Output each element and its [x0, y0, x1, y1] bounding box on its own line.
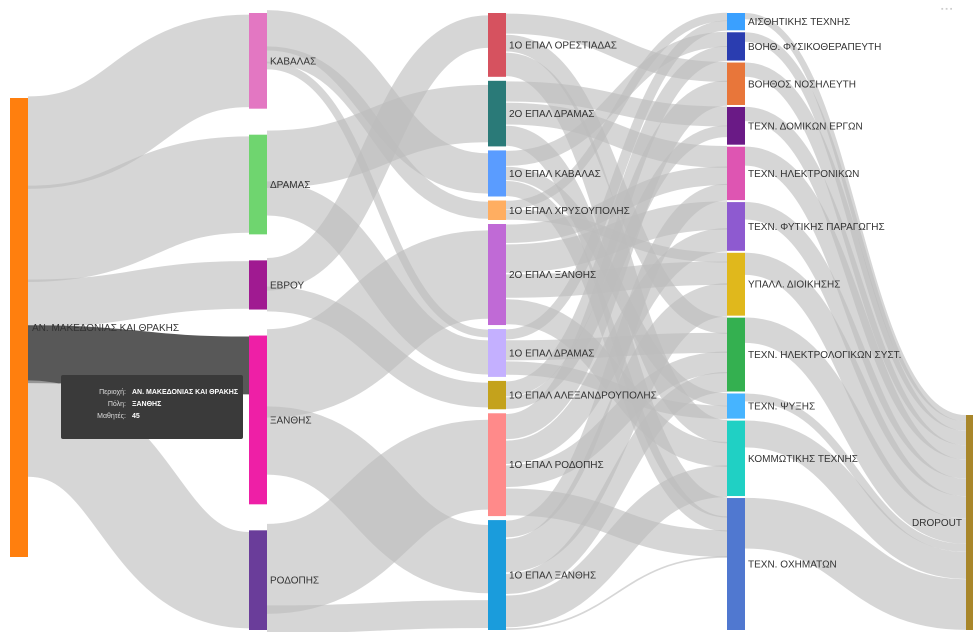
tooltip-value: ΞΑΝΘΗΣ — [132, 401, 162, 408]
sankey-node-label-t10: ΚΟΜΜΩΤΙΚΗΣ ΤΕΧΝΗΣ — [748, 454, 858, 465]
tooltip-key: Περιοχή: — [99, 389, 126, 396]
sankey-node-s6[interactable] — [488, 329, 506, 377]
sankey-node-s4[interactable] — [488, 200, 506, 221]
tooltip-key: Μαθητές: — [97, 413, 126, 420]
sankey-node-kav[interactable] — [249, 13, 267, 109]
sankey-node-label-t2: ΒΟΗΘ. ΦΥΣΙΚΟΘΕΡΑΠΕΥΤΗ — [748, 42, 881, 53]
sankey-node-label-s2: 2ο ΕΠΑΛ ΔΡΑΜΑΣ — [509, 109, 595, 120]
sankey-node-label-t9: ΤΕΧΝ. ΨΥΞΗΣ — [748, 402, 815, 413]
sankey-link-t11-drop[interactable] — [744, 497, 967, 630]
sankey-link-xan-s5[interactable] — [265, 230, 490, 418]
sankey-node-s3[interactable] — [488, 150, 506, 197]
sankey-link-rod-s8[interactable] — [265, 419, 490, 614]
sankey-node-label-kav: ΚΑΒΑΛΑΣ — [270, 56, 316, 67]
tooltip-row-students: Μαθητές: 45 — [61, 413, 243, 423]
sankey-node-t3[interactable] — [727, 62, 745, 105]
sankey-node-label-xan: ΞΑΝΘΗΣ — [270, 415, 312, 426]
sankey-link-s6-t1[interactable] — [505, 20, 728, 340]
sankey-link-s9-t8[interactable] — [505, 372, 728, 594]
sankey-node-label-s6: 1ο ΕΠΑΛ ΔΡΑΜΑΣ — [509, 348, 595, 359]
sankey-node-t7[interactable] — [727, 252, 745, 316]
sankey-link-t4-drop[interactable] — [744, 106, 967, 460]
tooltip-value: 45 — [132, 413, 140, 420]
sankey-node-label-evr: ΕΒΡΟΥ — [270, 280, 304, 291]
sankey-link-t5-drop[interactable] — [744, 146, 967, 479]
sankey-link-src-evr[interactable] — [27, 261, 250, 328]
sankey-link-src-kav[interactable] — [26, 14, 251, 189]
sankey-node-t2[interactable] — [727, 32, 745, 61]
sankey-link-s9-t11[interactable] — [505, 556, 728, 630]
sankey-node-label-s3: 1ο ΕΠΑΛ ΚΑΒΑΛΑΣ — [509, 169, 601, 180]
sankey-node-s8[interactable] — [488, 413, 506, 517]
tooltip-value: ΑΝ. ΜΑΚΕΔΟΝΙΑΣ ΚΑΙ ΘΡΑΚΗΣ — [132, 389, 239, 396]
sankey-node-label-s4: 1ο ΕΠΑΛ ΧΡΥΣΟΥΠΟΛΗΣ — [509, 206, 630, 217]
sankey-node-t6[interactable] — [727, 202, 745, 251]
sankey-node-label-dra: ΔΡΑΜΑΣ — [270, 180, 310, 191]
sankey-link-t7-drop[interactable] — [744, 252, 967, 519]
sankey-link-src-xan[interactable] — [27, 325, 250, 395]
tooltip-key: Πόλη: — [107, 401, 126, 408]
sankey-link-src-dra[interactable] — [27, 136, 250, 283]
sankey-node-label-s1: 1ο ΕΠΑΛ ΟΡΕΣΤΙΑΔΑΣ — [509, 40, 617, 51]
sankey-link-src-rod[interactable] — [24, 380, 253, 629]
sankey-node-s9[interactable] — [488, 520, 506, 630]
sankey-node-evr[interactable] — [249, 260, 267, 310]
sankey-link-s9-t10[interactable] — [505, 465, 728, 628]
sankey-node-label-rod: ΡΟΔΟΠΗΣ — [270, 576, 319, 587]
sankey-link-s9-t7[interactable] — [504, 283, 729, 573]
sankey-node-t10[interactable] — [727, 420, 745, 497]
sankey-node-t1[interactable] — [727, 13, 745, 31]
sankey-link-s4-t1[interactable] — [505, 12, 728, 210]
sankey-link-evr-s1[interactable] — [265, 15, 490, 291]
sankey-node-s5[interactable] — [488, 224, 506, 326]
sankey-node-label-s8: 1ο ΕΠΑΛ ΡΟΔΟΠΗΣ — [509, 460, 604, 471]
sankey-node-dra[interactable] — [249, 134, 267, 235]
sankey-link-t3-drop[interactable] — [744, 62, 967, 446]
sankey-link-t8-drop[interactable] — [744, 317, 967, 544]
corner-watermark-icon: ▪ ▪ ▪ — [941, 6, 953, 13]
sankey-node-label-src: ΑΝ. ΜΑΚΕΔΟΝΙΑΣ ΚΑΙ ΘΡΑΚΗΣ — [32, 323, 179, 334]
sankey-node-src[interactable] — [10, 98, 28, 557]
sankey-node-label-s7: 1ο ΕΠΑΛ ΑΛΕΞΑΝΔΡΟΥΠΟΛΗΣ — [509, 391, 657, 402]
sankey-node-label-t1: ΑΙΣΘΗΤΙΚΗΣ ΤΕΧΝΗΣ — [748, 17, 850, 28]
sankey-link-kav-s3[interactable] — [265, 10, 490, 194]
sankey-node-t4[interactable] — [727, 106, 745, 145]
sankey-node-s7[interactable] — [488, 380, 506, 410]
sankey-node-t11[interactable] — [727, 498, 745, 630]
sankey-node-t5[interactable] — [727, 146, 745, 201]
sankey-link-s8-t3[interactable] — [504, 80, 729, 440]
sankey-link-rod-s9[interactable] — [266, 600, 489, 634]
sankey-labels: ΑΝ. ΜΑΚΕΔΟΝΙΑΣ ΚΑΙ ΘΡΑΚΗΣ ΚΑΒΑΛΑΣ ΔΡΑΜΑΣ ΕΒ… — [32, 17, 962, 587]
sankey-node-s1[interactable] — [488, 13, 506, 77]
sankey-link-t6-drop[interactable] — [744, 202, 967, 497]
tooltip: Περιοχή: ΑΝ. ΜΑΚΕΔΟΝΙΑΣ ΚΑΙ ΘΡΑΚΗΣ Πόλη:… — [61, 375, 243, 439]
sankey-node-label-t7: ΥΠΑΛΛ. ΔΙΟΙΚΗΣΗΣ — [748, 280, 840, 291]
sankey-link-t10-drop[interactable] — [744, 420, 967, 579]
sankey-node-label-t5: ΤΕΧΝ. ΗΛΕΚΤΡΟΝΙΚΩΝ — [748, 169, 859, 180]
sankey-link-t9-drop[interactable] — [744, 393, 967, 552]
tooltip-row-city: Πόλη: ΞΑΝΘΗΣ — [61, 401, 243, 411]
sankey-node-label-s5: 2ο ΕΠΑΛ ΞΑΝΘΗΣ — [509, 270, 596, 281]
sankey-node-label-t3: ΒΟΗΘΟΣ ΝΟΣΗΛΕΥΤΗ — [748, 79, 856, 90]
sankey-node-label-drop: DROPOUT — [912, 518, 962, 529]
sankey-node-t8[interactable] — [727, 317, 745, 392]
sankey-link-s2-t5[interactable] — [505, 102, 728, 168]
sankey-nodes — [10, 13, 973, 630]
sankey-node-label-t4: ΤΕΧΝ. ΔΟΜΙΚΩΝ ΕΡΓΩΝ — [748, 121, 863, 132]
sankey-node-label-t8: ΤΕΧΝ. ΗΛΕΚΤΡΟΛΟΓΙΚΩΝ ΣΥΣΤ. — [748, 350, 901, 361]
sankey-link-s9-t5[interactable] — [505, 183, 728, 538]
sankey-node-label-s9: 1ο ΕΠΑΛ ΞΑΝΘΗΣ — [509, 571, 596, 582]
sankey-node-label-t11: ΤΕΧΝ. ΟΧΗΜΑΤΩΝ — [748, 560, 837, 571]
sankey-node-drop[interactable] — [966, 415, 973, 630]
sankey-links — [24, 10, 967, 634]
sankey-node-label-t6: ΤΕΧΝ. ΦΥΤΙΚΗΣ ΠΑΡΑΓΩΓΗΣ — [748, 222, 885, 233]
tooltip-row-region: Περιοχή: ΑΝ. ΜΑΚΕΔΟΝΙΑΣ ΚΑΙ ΘΡΑΚΗΣ — [61, 389, 243, 399]
sankey-node-t9[interactable] — [727, 393, 745, 419]
sankey-node-s2[interactable] — [488, 80, 506, 147]
sankey-node-xan[interactable] — [249, 335, 267, 505]
sankey-node-rod[interactable] — [249, 530, 267, 630]
